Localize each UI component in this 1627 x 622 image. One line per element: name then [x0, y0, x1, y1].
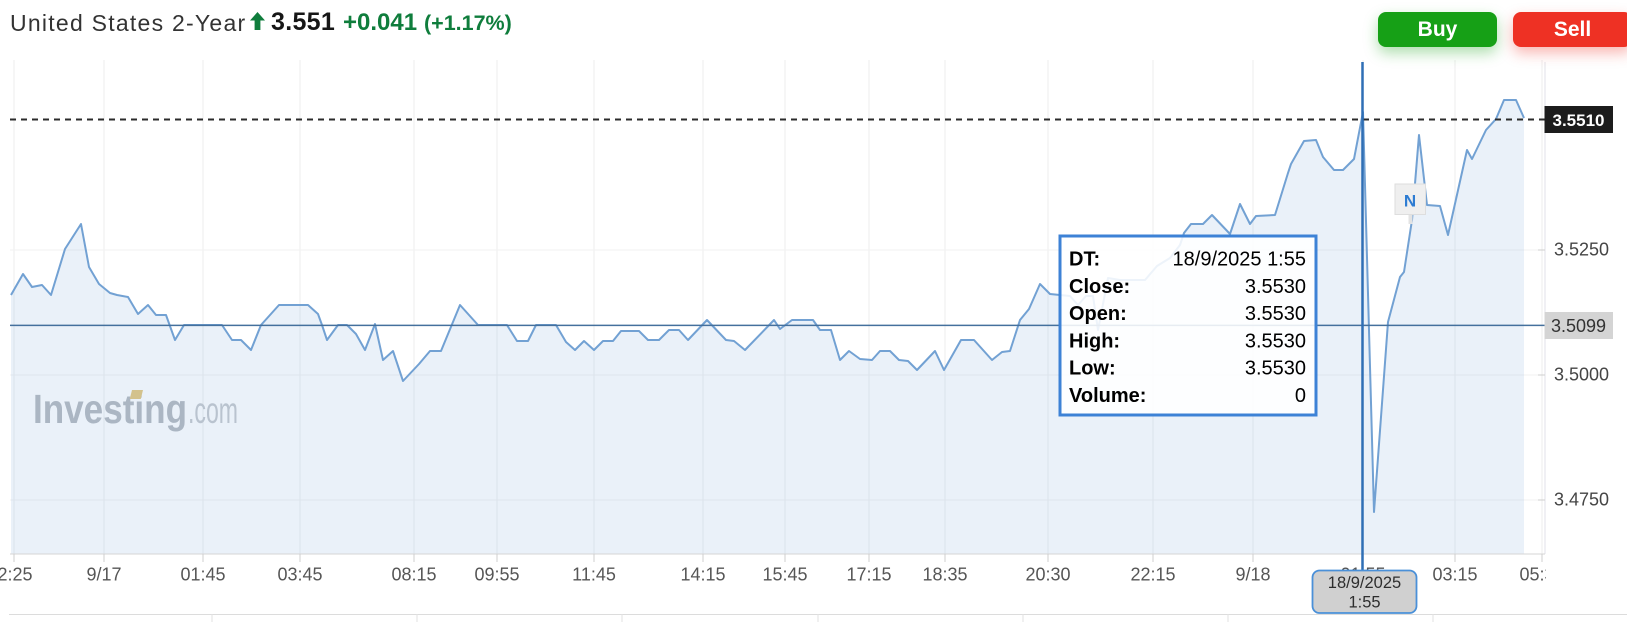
svg-text:18/9/2025 1:55: 18/9/2025 1:55 [1173, 249, 1306, 271]
svg-text:11:45: 11:45 [572, 565, 616, 585]
svg-text:17:15: 17:15 [846, 565, 891, 585]
svg-text:High:: High: [1069, 330, 1120, 352]
svg-text:15:45: 15:45 [762, 565, 807, 585]
svg-text:Investing: Investing [33, 386, 187, 432]
svg-text:3.5250: 3.5250 [1554, 239, 1609, 259]
svg-text:18:35: 18:35 [922, 565, 967, 585]
svg-text:Low:: Low: [1069, 358, 1116, 380]
svg-text:3.5000: 3.5000 [1554, 364, 1609, 384]
svg-text:9/17: 9/17 [86, 565, 121, 585]
svg-text:3.5530: 3.5530 [1245, 330, 1306, 352]
svg-text:01:45: 01:45 [180, 565, 225, 585]
svg-text:0: 0 [1295, 385, 1306, 407]
svg-text:09:55: 09:55 [474, 565, 519, 585]
svg-text:1:55: 1:55 [1348, 594, 1380, 612]
svg-text:N: N [1404, 192, 1416, 211]
svg-text:Open:: Open: [1069, 303, 1127, 325]
svg-text:.com: .com [188, 390, 238, 431]
svg-text:18/9/2025: 18/9/2025 [1328, 574, 1401, 592]
svg-text:22:25: 22:25 [0, 565, 33, 585]
svg-text:Volume:: Volume: [1069, 385, 1146, 407]
svg-text:05:35: 05:35 [1519, 565, 1564, 585]
svg-text:Close:: Close: [1069, 276, 1130, 298]
svg-text:9/18: 9/18 [1235, 565, 1270, 585]
svg-text:3.5530: 3.5530 [1245, 303, 1306, 325]
svg-text:22:15: 22:15 [1130, 565, 1175, 585]
svg-text:3.5530: 3.5530 [1245, 358, 1306, 380]
svg-text:3.5530: 3.5530 [1245, 276, 1306, 298]
svg-text:3.5510: 3.5510 [1553, 111, 1605, 130]
svg-text:DT:: DT: [1069, 249, 1100, 271]
svg-text:03:15: 03:15 [1432, 565, 1477, 585]
svg-text:03:45: 03:45 [277, 565, 322, 585]
svg-text:3.5099: 3.5099 [1551, 316, 1606, 336]
svg-text:08:15: 08:15 [391, 565, 436, 585]
svg-text:20:30: 20:30 [1025, 565, 1070, 585]
svg-text:14:15: 14:15 [680, 565, 725, 585]
svg-text:3.4750: 3.4750 [1554, 489, 1609, 509]
